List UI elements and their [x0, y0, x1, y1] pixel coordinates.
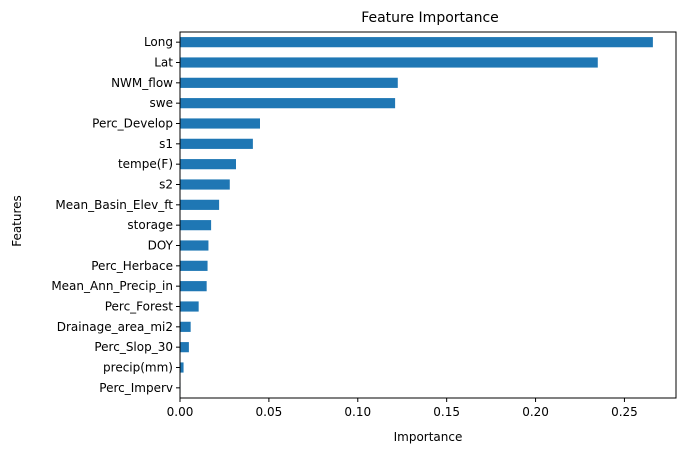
bar-mean-ann-precip-in: [180, 281, 207, 292]
y-tick-label: Perc_Slop_30: [94, 340, 173, 354]
y-tick-label: Perc_Herbace: [91, 259, 173, 273]
bar-storage: [180, 220, 212, 231]
y-tick-label: s1: [159, 137, 173, 151]
bar-long: [180, 37, 653, 48]
bar-swe: [180, 98, 396, 109]
y-tick-label: DOY: [148, 239, 174, 253]
y-tick-label: Lat: [154, 56, 173, 70]
bar-mean-basin-elev-ft: [180, 199, 220, 210]
bar-s2: [180, 179, 230, 190]
x-tick-label: 0.15: [433, 405, 460, 419]
bar-s1: [180, 138, 253, 149]
x-tick-label: 0.20: [522, 405, 549, 419]
y-axis-label: Features: [10, 195, 24, 247]
bar-lat: [180, 57, 598, 68]
bar-nwm-flow: [180, 77, 398, 88]
y-tick-label: swe: [150, 96, 173, 110]
plot-frame: [179, 31, 677, 399]
y-tick-label: precip(mm): [103, 361, 173, 375]
y-tick-label: Drainage_area_mi2: [57, 320, 173, 334]
x-tick-label: 0.25: [611, 405, 638, 419]
y-tick-label: Long: [144, 35, 173, 49]
y-tick-label: Perc_Forest: [105, 300, 174, 314]
bar-precip-mm: [180, 362, 184, 373]
y-tick-label: Perc_Imperv: [99, 381, 173, 395]
y-tick-label: Mean_Basin_Elev_ft: [55, 198, 173, 212]
x-tick-label: 0.05: [256, 405, 283, 419]
bars-group: [180, 37, 653, 393]
y-tick-label: s2: [159, 178, 173, 192]
y-tick-label: tempe(F): [118, 157, 173, 171]
bar-perc-develop: [180, 118, 260, 129]
bar-drainage-area-mi2: [180, 321, 191, 332]
bar-tempe-f: [180, 159, 236, 170]
y-tick-label: NWM_flow: [111, 76, 173, 90]
bar-perc-slop-30: [180, 342, 189, 353]
x-axis-ticks: 0.00 0.05 0.10 0.15 0.20 0.25: [167, 398, 638, 419]
bar-perc-herbace: [180, 260, 208, 271]
bar-perc-forest: [180, 301, 199, 312]
bar-doy: [180, 240, 209, 251]
y-tick-label: Mean_Ann_Precip_in: [51, 279, 173, 293]
x-tick-label: 0.00: [167, 405, 194, 419]
x-axis-label: Importance: [394, 430, 463, 444]
chart-title: Feature Importance: [361, 10, 499, 26]
y-tick-label: storage: [127, 218, 173, 232]
x-tick-label: 0.10: [344, 405, 371, 419]
y-tick-label: Perc_Develop: [92, 117, 173, 131]
